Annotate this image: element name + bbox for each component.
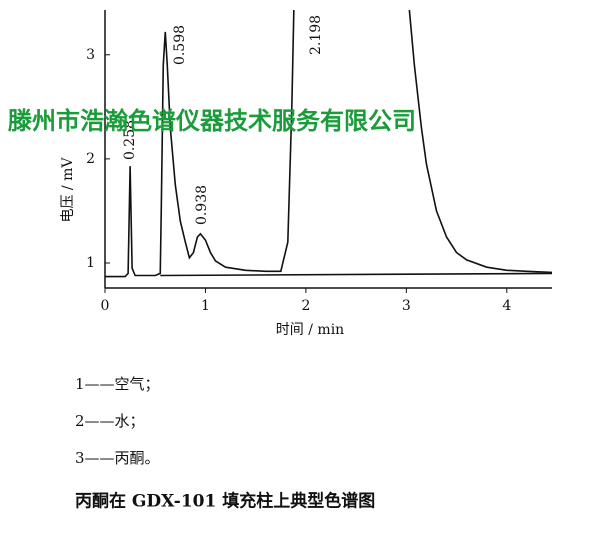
line — [160, 272, 553, 277]
caption: 丙酮在 GDX-101 填充柱上典型色谱图 — [75, 491, 375, 512]
x-axis-label: 时间 / min — [276, 322, 344, 338]
note: 2——水； — [75, 412, 145, 430]
x-tick-label: 4 — [502, 298, 511, 314]
peak-label: 0.258 — [122, 120, 138, 160]
watermark: 滕州市浩瀚色谱仪器技术服务有限公司 — [8, 107, 416, 135]
note: 3——丙酮。 — [75, 449, 160, 467]
peak-label: 0.598 — [172, 25, 188, 65]
y-tick-label: 2 — [86, 151, 95, 167]
x-tick-label: 1 — [201, 298, 210, 314]
x-tick-label: 3 — [402, 298, 411, 314]
x-tick-label: 0 — [101, 298, 110, 314]
line — [105, 9, 553, 278]
y-tick-label: 3 — [86, 47, 95, 63]
note: 1——空气； — [75, 375, 160, 393]
peak-label: 0.938 — [194, 185, 210, 225]
peak-label: 2.198 — [308, 15, 324, 55]
x-tick-label: 2 — [301, 298, 310, 314]
y-tick-label: 1 — [86, 255, 95, 271]
y-axis-label: 电压 / mV — [60, 157, 76, 223]
